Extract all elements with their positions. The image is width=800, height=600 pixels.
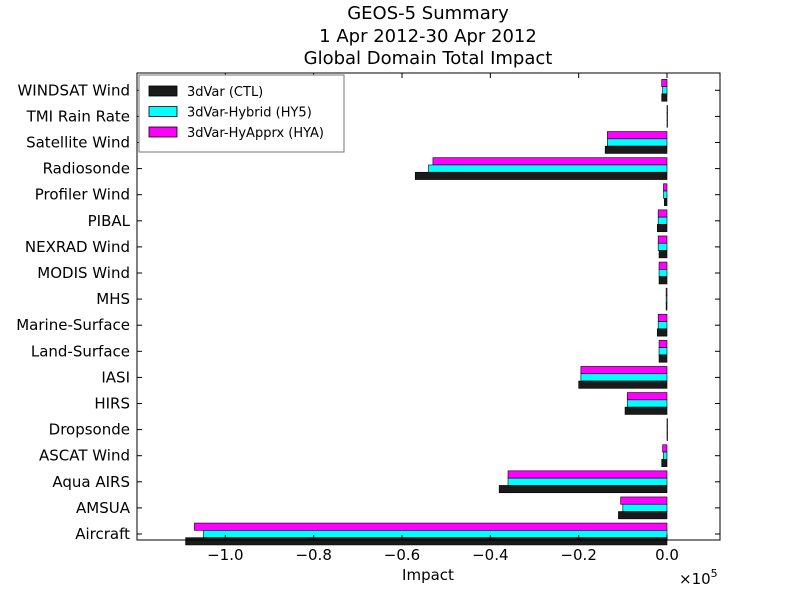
legend-label: 3dVar-HyApprx (HYA) <box>187 126 324 141</box>
bar-dropsonde-series-2 <box>666 418 668 427</box>
bar-amsua-series-2 <box>620 496 668 505</box>
bar-iasi-series-2 <box>580 366 668 375</box>
bar-tmi-rain-rate-series-2 <box>666 105 668 114</box>
y-tick-label: Aircraft <box>75 525 130 543</box>
bar-radiosonde-series-2 <box>432 157 668 166</box>
bar-land-surface-series-1 <box>658 347 668 356</box>
bar-windsat-wind-series-2 <box>661 79 668 87</box>
y-tick-label: PIBAL <box>88 212 131 230</box>
y-tick-label: MODIS Wind <box>37 264 130 282</box>
y-axis-ticks: Aircraft AMSUA Aqua AIRS ASCAT Wind Dropsond… <box>16 81 720 543</box>
x-axis-offset-label: ×105 <box>679 567 718 588</box>
legend-swatch <box>148 85 178 97</box>
x-tick-label: −0.4 <box>472 546 508 564</box>
bar-aircraft-series-2 <box>194 522 668 531</box>
x-tick-label: 0.0 <box>655 546 679 564</box>
x-axis-label: Impact <box>402 566 454 584</box>
bar-pibal-series-2 <box>657 209 668 218</box>
chart-subtitle-period: 1 Apr 2012-30 Apr 2012 <box>319 26 537 47</box>
bar-ascat-wind-series-2 <box>662 444 668 453</box>
bar-aircraft-series-1 <box>202 530 668 538</box>
bar-amsua-series-1 <box>622 503 668 512</box>
y-tick-label: Profiler Wind <box>35 186 130 204</box>
chart-title: GEOS-5 Summary <box>347 3 509 24</box>
bar-nexrad-wind-series-1 <box>657 242 668 251</box>
bar-profiler-wind-series-2 <box>663 183 668 192</box>
bar-satellite-wind-series-0 <box>604 145 668 154</box>
legend: 3dVar (CTL) 3dVar-Hybrid (HY5) 3dVar-HyApp… <box>138 74 345 153</box>
bar-mhs-series-0 <box>665 302 668 311</box>
bar-windsat-wind-series-1 <box>662 86 668 95</box>
bar-satellite-wind-series-1 <box>607 138 668 147</box>
bar-tmi-rain-rate-series-1 <box>666 112 668 121</box>
x-axis-offset-base: ×10 <box>679 570 711 588</box>
bar-aqua-airs-series-1 <box>507 477 668 486</box>
bar-satellite-wind-series-2 <box>607 131 668 140</box>
y-tick-label: Marine-Surface <box>16 316 130 334</box>
bar-ascat-wind-series-1 <box>663 451 668 460</box>
bar-marine-surface-series-1 <box>657 321 668 330</box>
bar-tmi-rain-rate-series-0 <box>666 119 668 128</box>
bar-aqua-airs-series-0 <box>498 485 668 494</box>
x-axis-offset-exponent: 5 <box>711 567 718 580</box>
y-tick-label: Satellite Wind <box>26 134 130 152</box>
bar-pibal-series-1 <box>657 216 668 225</box>
bar-iasi-series-1 <box>580 373 668 382</box>
legend-swatch <box>148 126 178 138</box>
bar-radiosonde-series-1 <box>428 164 668 173</box>
bar-dropsonde-series-1 <box>666 425 668 434</box>
bar-profiler-wind-series-1 <box>663 190 668 199</box>
y-tick-label: ASCAT Wind <box>39 447 130 465</box>
legend-label: 3dVar (CTL) <box>187 85 263 100</box>
x-tick-label: −0.8 <box>295 546 331 564</box>
chart-subtitle-domain: Global Domain Total Impact <box>304 48 553 69</box>
x-tick-label: −0.2 <box>560 546 596 564</box>
y-tick-label: MHS <box>96 290 130 308</box>
bar-hirs-series-2 <box>626 392 668 401</box>
y-tick-label: NEXRAD Wind <box>25 238 130 256</box>
bar-aqua-airs-series-2 <box>507 470 668 479</box>
y-tick-label: Aqua AIRS <box>52 473 130 491</box>
y-tick-label: Land-Surface <box>31 342 130 360</box>
y-tick-label: WINDSAT Wind <box>17 81 130 99</box>
bar-nexrad-wind-series-0 <box>658 250 668 259</box>
bar-windsat-wind-series-0 <box>661 93 668 102</box>
bar-ascat-wind-series-0 <box>661 459 668 467</box>
bar-marine-surface-series-0 <box>656 328 668 337</box>
y-tick-label: Dropsonde <box>49 421 130 439</box>
y-tick-label: HIRS <box>94 395 130 413</box>
bar-modis-wind-series-1 <box>658 269 668 277</box>
bar-modis-wind-series-2 <box>658 261 668 270</box>
bar-mhs-series-1 <box>665 295 668 304</box>
y-tick-label: IASI <box>101 368 130 386</box>
bar-aircraft-series-0 <box>185 537 668 546</box>
y-tick-label: TMI Rain Rate <box>26 107 130 125</box>
legend-swatch <box>148 106 178 117</box>
bar-pibal-series-0 <box>656 224 668 233</box>
bar-dropsonde-series-0 <box>666 432 668 441</box>
x-tick-label: −1.0 <box>207 546 243 564</box>
bar-amsua-series-0 <box>618 511 668 520</box>
bar-modis-wind-series-0 <box>658 276 668 285</box>
bars-group <box>185 79 668 546</box>
bar-radiosonde-series-0 <box>414 171 668 180</box>
bar-marine-surface-series-2 <box>657 313 668 322</box>
bar-land-surface-series-0 <box>658 354 668 363</box>
y-tick-label: Radiosonde <box>43 160 130 178</box>
bar-land-surface-series-2 <box>658 340 668 348</box>
x-axis-ticks: −1.0 −0.8 −0.6 −0.4 −0.2 0.0 <box>207 73 679 564</box>
x-tick-label: −0.6 <box>384 546 420 564</box>
bar-hirs-series-0 <box>624 406 668 415</box>
legend-label: 3dVar-Hybrid (HY5) <box>187 106 312 121</box>
y-tick-label: AMSUA <box>76 499 131 517</box>
bar-nexrad-wind-series-2 <box>657 235 668 244</box>
bar-hirs-series-1 <box>626 399 668 408</box>
bar-mhs-series-2 <box>665 287 668 296</box>
bar-iasi-series-0 <box>578 380 668 389</box>
plot-area-frame <box>136 72 721 541</box>
bar-profiler-wind-series-0 <box>664 198 668 206</box>
